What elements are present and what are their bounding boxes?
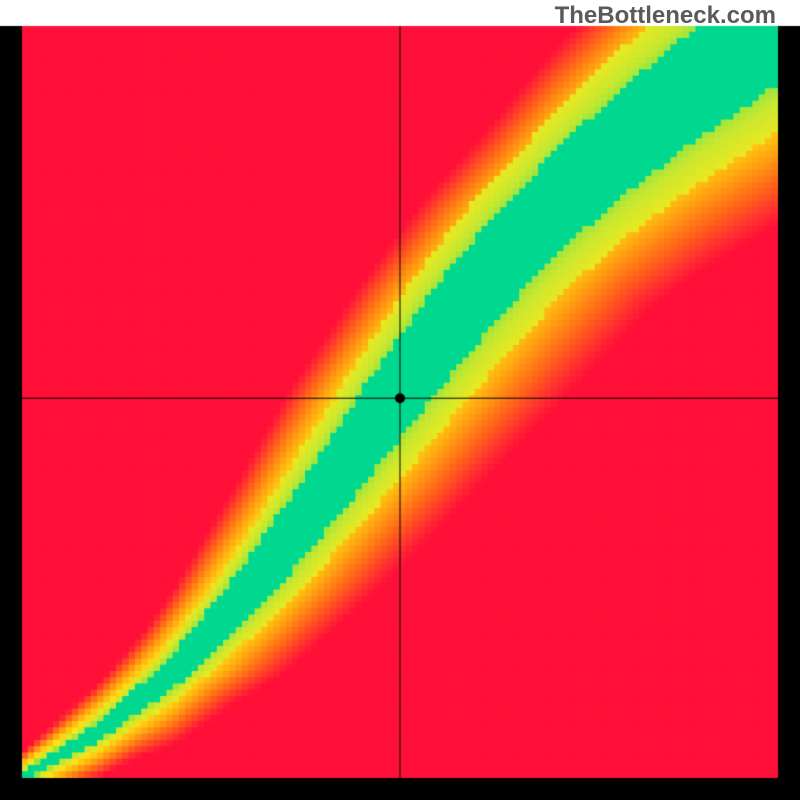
bottleneck-heatmap [0, 0, 800, 800]
watermark-text: TheBottleneck.com [555, 2, 776, 30]
